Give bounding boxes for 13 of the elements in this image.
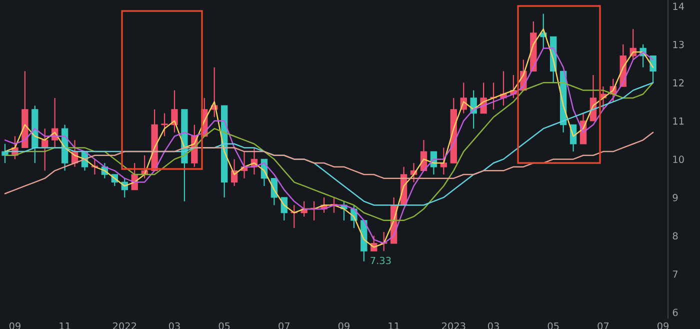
y-tick-label: 6	[672, 308, 678, 316]
y-tick-label: 13	[673, 40, 684, 48]
y-tick-label: 12	[673, 79, 684, 86]
annotation: 7.33	[370, 256, 391, 264]
y-tick-label: 9	[672, 194, 678, 202]
y-tick-label: 10	[673, 156, 684, 164]
y-tick-label: 11	[673, 118, 684, 125]
candlestick	[171, 90, 178, 133]
y-tick-label: 8	[672, 232, 678, 240]
y-tick-label: 7	[672, 270, 678, 278]
candlestick	[161, 112, 168, 137]
y-tick-label: 14	[673, 2, 684, 10]
line-series	[4, 132, 654, 194]
